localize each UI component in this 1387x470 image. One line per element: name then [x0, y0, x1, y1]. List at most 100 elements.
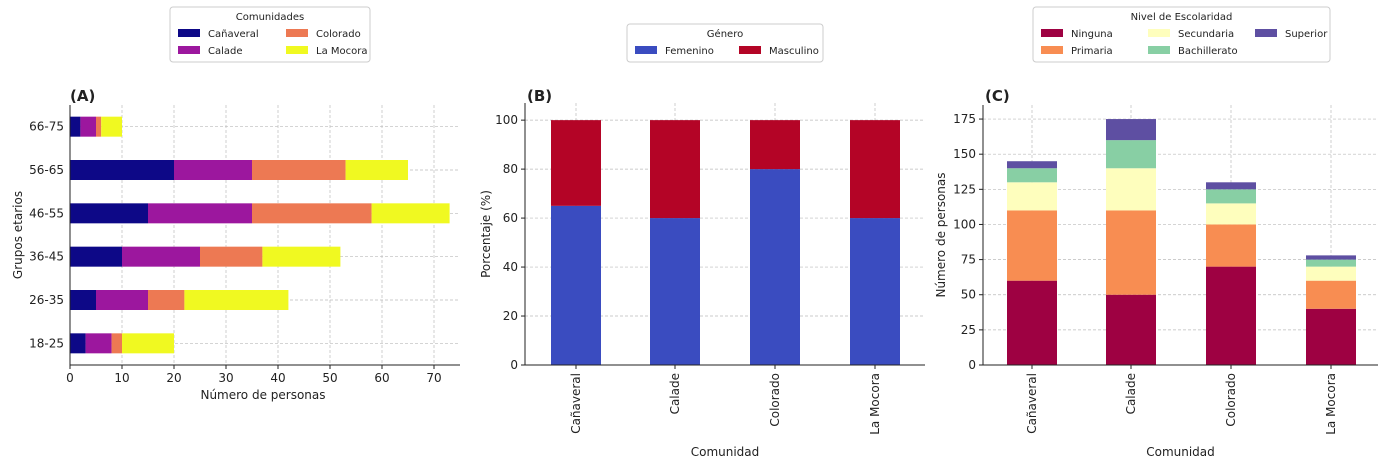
legend-swatch — [1041, 46, 1063, 54]
bar-superior-cañaveral — [1007, 161, 1057, 169]
legend-label: Primaria — [1071, 46, 1113, 57]
tick-label-x: Cañaveral — [569, 373, 583, 434]
legend-swatch — [1148, 46, 1170, 54]
legend-swatch — [1255, 29, 1277, 37]
tick-label-y: 66-75 — [29, 120, 64, 134]
chart-c: 0 25 50 75 100 125 150 175 Cañaveral Calade Colora… — [934, 87, 1378, 459]
legend-swatch — [635, 46, 657, 54]
bar-calade-46-55 — [148, 203, 252, 224]
y-axis-label: Porcentaje (%) — [479, 190, 493, 278]
panel-label: (A) — [70, 87, 95, 105]
tick-label-x: 50 — [322, 371, 337, 385]
tick-label-x: 0 — [66, 371, 74, 385]
bar-ninguna-cañaveral — [1007, 280, 1057, 365]
bar-femenino-calade — [650, 218, 700, 365]
bar-colorado-26-35 — [148, 290, 185, 310]
tick-label-y: 56-65 — [29, 163, 64, 177]
bar-calade-18-25 — [85, 333, 112, 354]
bar-secundaria-cañaveral — [1007, 182, 1057, 211]
bar-cañaveral-26-35 — [70, 290, 96, 310]
legend-label: Superior — [1285, 29, 1328, 40]
panel-label: (B) — [527, 87, 552, 105]
bar-masculino-cañaveral — [551, 120, 601, 206]
tick-label-y: 175 — [953, 112, 976, 126]
tick-label-y: 40 — [503, 260, 518, 274]
bar-bachillerato-la-mocora — [1306, 259, 1356, 267]
bar-colorado-66-75 — [96, 116, 102, 137]
tick-label-x: La Mocora — [868, 373, 882, 435]
bar-colorado-46-55 — [252, 203, 372, 224]
bar-primaria-cañaveral — [1007, 210, 1057, 281]
tick-label-x: Cañaveral — [1025, 373, 1039, 434]
legend-title: Género — [707, 28, 743, 40]
x-axis-label: Comunidad — [1146, 445, 1215, 459]
bar-calade-66-75 — [80, 116, 96, 137]
tick-label-x: 70 — [426, 371, 441, 385]
bar-secundaria-calade — [1106, 168, 1156, 211]
tick-label-x: 10 — [114, 371, 129, 385]
tick-label-y: 50 — [961, 288, 976, 302]
tick-label-y: 46-55 — [29, 206, 64, 220]
tick-label-y: 75 — [961, 253, 976, 267]
legend-swatch — [286, 29, 308, 37]
legend-label: Ninguna — [1071, 29, 1113, 40]
legend-label: Colorado — [316, 29, 361, 40]
bar-superior-la-mocora — [1306, 255, 1356, 260]
tick-label-y: 0 — [510, 358, 518, 372]
bar-cañaveral-36-45 — [70, 246, 122, 267]
legend-label: Bachillerato — [1178, 46, 1238, 57]
bar-la-mocora-18-25 — [122, 333, 174, 354]
tick-label-y: 100 — [495, 113, 518, 127]
bar-primaria-colorado — [1206, 224, 1256, 267]
legend-label: Masculino — [769, 46, 819, 57]
bar-secundaria-la-mocora — [1306, 266, 1356, 281]
tick-label-x: Calade — [1124, 373, 1138, 414]
bar-femenino-la-mocora — [850, 218, 900, 365]
bar-femenino-colorado — [750, 169, 800, 365]
legend-swatch — [286, 46, 308, 54]
legend-swatch — [739, 46, 761, 54]
bar-colorado-36-45 — [200, 246, 263, 267]
legend-label: Secundaria — [1178, 29, 1234, 40]
legend-label: Cañaveral — [208, 29, 259, 40]
tick-label-y: 26-35 — [29, 293, 64, 307]
tick-label-y: 80 — [503, 162, 518, 176]
bar-ninguna-colorado — [1206, 266, 1256, 365]
tick-label-x: Colorado — [1224, 373, 1238, 427]
legend-label: Calade — [208, 46, 243, 57]
bar-ninguna-calade — [1106, 294, 1156, 365]
bar-bachillerato-cañaveral — [1007, 168, 1057, 183]
legend-swatch — [178, 29, 200, 37]
tick-label-x: Colorado — [768, 373, 782, 427]
legend-swatch — [178, 46, 200, 54]
legend: Comunidades Cañaveral Calade Colorado La Moc… — [169, 6, 371, 63]
bar-ninguna-la-mocora — [1306, 308, 1356, 365]
tick-label-y: 20 — [503, 309, 518, 323]
bar-calade-26-35 — [96, 290, 148, 310]
tick-label-y: 18-25 — [29, 336, 64, 350]
bar-cañaveral-18-25 — [70, 333, 86, 354]
legend-frame — [626, 23, 824, 63]
bar-secundaria-colorado — [1206, 203, 1256, 225]
bar-la-mocora-56-65 — [345, 160, 408, 180]
tick-label-x: La Mocora — [1324, 373, 1338, 435]
bar-primaria-calade — [1106, 210, 1156, 295]
y-axis-label: Grupos etarios — [11, 191, 25, 279]
x-axis-label: Número de personas — [200, 388, 325, 402]
bar-colorado-18-25 — [111, 333, 122, 354]
panel-label: (C) — [985, 87, 1010, 105]
tick-label-y: 100 — [953, 217, 976, 231]
tick-label-y: 0 — [968, 358, 976, 372]
tick-label-x: Calade — [668, 373, 682, 414]
bar-la-mocora-46-55 — [371, 203, 450, 224]
legend-swatch — [1041, 29, 1063, 37]
chart-a: 0 10 20 30 40 50 60 70 18-25 26-35 36-45 46-55 56-65… — [11, 87, 460, 402]
bar-masculino-colorado — [750, 120, 800, 170]
tick-label-y: 125 — [953, 182, 976, 196]
bar-masculino-calade — [650, 120, 700, 219]
legend-title: Nivel de Escolaridad — [1131, 12, 1233, 23]
bar-femenino-cañaveral — [551, 205, 601, 365]
bar-bachillerato-calade — [1106, 140, 1156, 169]
